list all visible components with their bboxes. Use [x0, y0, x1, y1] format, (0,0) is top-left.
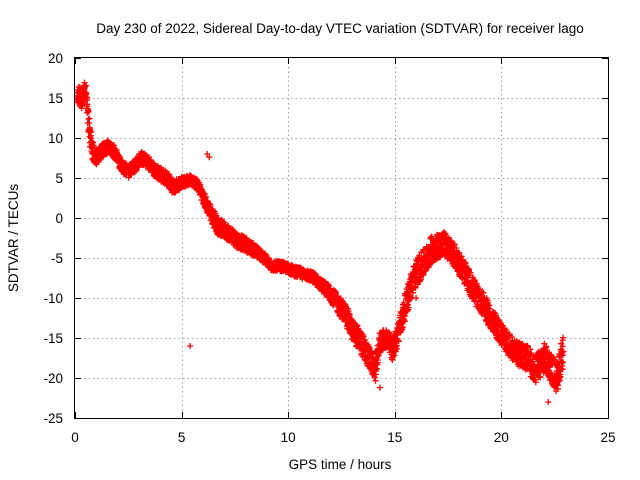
x-tick-label: 10	[281, 430, 296, 445]
y-tick-label: 10	[48, 131, 63, 146]
tick-labels: 0 5 10 15 20 25 20 15 10 5 0 -5 -10 -15 -20 -25	[43, 51, 615, 445]
x-tick-label: 25	[600, 430, 615, 445]
plot-frame	[74, 57, 609, 419]
x-axis-label: GPS time / hours	[289, 457, 392, 472]
data-points	[73, 79, 567, 405]
y-tick-label: -10	[43, 291, 63, 306]
y-tick-label: 20	[48, 51, 63, 66]
y-tick-label: -25	[43, 411, 63, 426]
y-tick-label: -5	[51, 251, 63, 266]
x-tick-label: 20	[494, 430, 509, 445]
x-tick-label: 0	[71, 430, 79, 445]
y-tick-label: 0	[55, 211, 63, 226]
x-tick-label: 15	[387, 430, 402, 445]
data-point-markers	[73, 79, 567, 405]
y-tick-label: 5	[55, 171, 63, 186]
y-tick-label: -20	[43, 371, 63, 386]
y-axis-label: SDTVAR / TECUs	[6, 184, 21, 293]
y-tick-label: 15	[48, 91, 63, 106]
y-tick-label: -15	[43, 331, 63, 346]
x-tick-label: 5	[178, 430, 186, 445]
chart-title: Day 230 of 2022, Sidereal Day-to-day VTE…	[96, 21, 583, 36]
axis-ticks	[75, 58, 609, 419]
